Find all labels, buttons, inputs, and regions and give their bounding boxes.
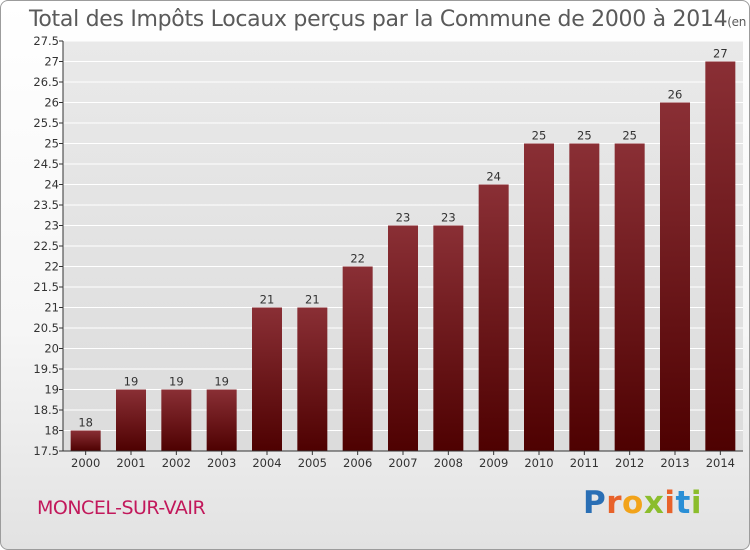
- x-tick-label: 2006: [343, 456, 372, 470]
- x-tick-label: 2005: [298, 456, 327, 470]
- bar-value-label: 23: [441, 211, 456, 225]
- y-axis-ticks: 17.5 18 18.5 19 19.5 20 20.5 21 21.5 22 22.5 23 23.5…: [33, 34, 63, 458]
- proxiti-logo[interactable]: Proxiti: [583, 485, 702, 521]
- bar: [433, 225, 464, 451]
- y-tick-label: 18.5: [33, 403, 59, 417]
- y-tick-label: 21.5: [33, 280, 59, 294]
- bar: [116, 389, 146, 451]
- logo-letter: t: [675, 485, 691, 521]
- y-tick-label: 19.5: [33, 362, 59, 376]
- y-tick-label: 23: [44, 219, 59, 233]
- bar: [478, 184, 509, 451]
- chart-title: Total des Impôts Locaux perçus par la Co…: [29, 7, 749, 32]
- chart-title-unit: (en milliers d'€): [727, 15, 749, 29]
- bar: [70, 430, 101, 451]
- y-tick-label: 24: [44, 178, 59, 192]
- bar: [660, 102, 690, 451]
- bar: [252, 307, 282, 451]
- bar-value-label: 24: [486, 170, 501, 184]
- y-tick-label: 20.5: [33, 321, 59, 335]
- bar: [388, 225, 418, 451]
- y-tick-label: 21: [44, 301, 59, 315]
- y-tick-label: 20: [44, 342, 59, 356]
- x-tick-label: 2009: [479, 456, 508, 470]
- y-tick-label: 25.5: [33, 116, 59, 130]
- bar-value-label: 25: [532, 129, 547, 143]
- y-tick-label: 22: [44, 260, 59, 274]
- bar: [524, 143, 554, 451]
- y-tick-label: 27.5: [33, 34, 59, 48]
- x-tick-label: 2000: [71, 456, 100, 470]
- bar-value-label: 22: [350, 252, 365, 266]
- bar-value-label: 18: [78, 416, 93, 430]
- x-tick-label: 2001: [116, 456, 145, 470]
- bar-value-label: 26: [668, 88, 683, 102]
- bar-value-label: 19: [169, 375, 184, 389]
- y-tick-label: 17.5: [33, 444, 59, 458]
- bar: [705, 61, 736, 451]
- bar-value-label: 19: [124, 375, 139, 389]
- y-tick-label: 25: [44, 137, 59, 151]
- x-tick-label: 2014: [706, 456, 735, 470]
- bar-value-label: 25: [577, 129, 592, 143]
- x-axis-ticks: 2000 2001 2002 2003 2004 2005 2006 2007 2008 2009…: [71, 451, 735, 470]
- x-tick-label: 2012: [615, 456, 644, 470]
- commune-name: MONCEL-SUR-VAIR: [37, 497, 206, 519]
- y-tick-label: 26.5: [33, 75, 59, 89]
- x-tick-label: 2010: [524, 456, 553, 470]
- chart-title-text: Total des Impôts Locaux perçus par la Co…: [29, 7, 728, 32]
- logo-letter: r: [606, 485, 623, 521]
- x-tick-label: 2013: [660, 456, 689, 470]
- logo-letter: o: [622, 485, 644, 521]
- data-labels: 18 19 19 19 21 21 22 23 23 24 25 25 25 26 27: [78, 47, 727, 430]
- bar-value-label: 19: [214, 375, 229, 389]
- x-tick-label: 2002: [162, 456, 191, 470]
- y-tick-label: 26: [44, 96, 59, 110]
- x-tick-label: 2011: [570, 456, 599, 470]
- logo-letter: i: [664, 485, 676, 521]
- bar: [206, 389, 237, 451]
- logo-letter: i: [690, 485, 702, 521]
- bar-value-label: 27: [713, 47, 728, 61]
- y-tick-label: 23.5: [33, 198, 59, 212]
- x-tick-label: 2008: [434, 456, 463, 470]
- x-tick-label: 2003: [207, 456, 236, 470]
- bar: [569, 143, 600, 451]
- logo-letter: x: [643, 485, 665, 521]
- bar-value-label: 21: [305, 293, 320, 307]
- logo-letter: P: [583, 485, 607, 521]
- bar: [614, 143, 645, 451]
- x-tick-label: 2004: [252, 456, 281, 470]
- y-tick-label: 27: [44, 55, 59, 69]
- bar: [161, 389, 192, 451]
- bar-value-label: 21: [260, 293, 275, 307]
- y-tick-label: 24.5: [33, 157, 59, 171]
- bar: [297, 307, 328, 451]
- y-tick-label: 18: [44, 424, 59, 438]
- y-tick-label: 22.5: [33, 239, 59, 253]
- y-tick-label: 19: [44, 383, 59, 397]
- x-tick-label: 2007: [388, 456, 417, 470]
- bar: [342, 266, 373, 451]
- bars: [70, 61, 736, 451]
- bar-value-label: 25: [622, 129, 637, 143]
- bar-value-label: 23: [396, 211, 411, 225]
